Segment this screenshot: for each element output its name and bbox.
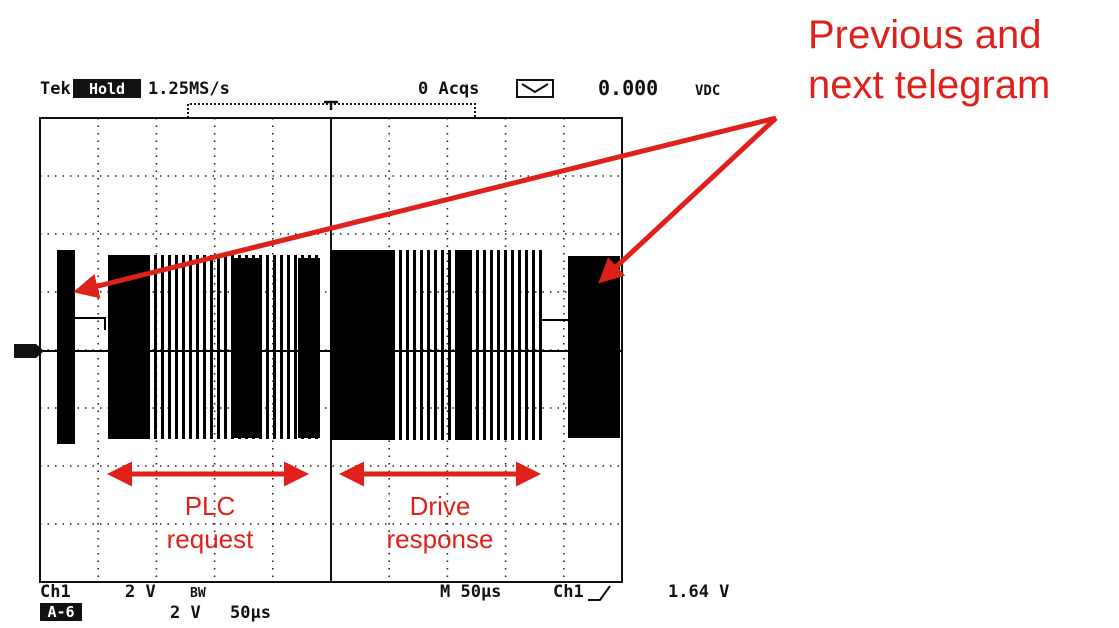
annotation-title: Previous and bbox=[808, 13, 1041, 57]
trigger-slope bbox=[588, 586, 610, 600]
sample-rate: 1.25MS/s bbox=[148, 79, 230, 99]
annotation-label: PLC bbox=[185, 491, 236, 521]
trigger-level: 1.64 V bbox=[668, 582, 729, 602]
mode: Hold bbox=[89, 80, 125, 98]
annotation-label: response bbox=[387, 524, 494, 554]
annotation-label: Drive bbox=[410, 491, 471, 521]
annotation-label: request bbox=[167, 524, 254, 554]
meter-icon-needle bbox=[522, 84, 548, 92]
reading: 0.000 bbox=[598, 76, 658, 100]
bandwidth: BW bbox=[190, 586, 206, 601]
burst bbox=[455, 250, 471, 440]
burst bbox=[232, 258, 262, 438]
arrow bbox=[602, 118, 776, 280]
brand: Tek bbox=[40, 79, 71, 99]
meter-icon bbox=[517, 80, 553, 97]
trigger-position bbox=[324, 102, 338, 110]
burst bbox=[298, 258, 320, 438]
oscilloscope-screenshot: Tek Hold 1.25MS/s 0 Acqs 0.000 VDC Ch1 2… bbox=[0, 0, 1119, 628]
channel: Ch1 bbox=[40, 582, 71, 602]
volts-div: 2 V bbox=[125, 582, 156, 602]
math-time: 50µs bbox=[230, 603, 271, 623]
trigger-source: Ch1 bbox=[553, 582, 584, 602]
math-volts: 2 V bbox=[170, 603, 201, 623]
burst bbox=[57, 250, 75, 444]
math: A-6 bbox=[47, 603, 74, 621]
burst bbox=[568, 256, 620, 438]
idle-line bbox=[75, 318, 105, 330]
annotation-title: next telegram bbox=[808, 63, 1050, 107]
reading-unit: VDC bbox=[695, 83, 720, 99]
burst bbox=[330, 250, 392, 440]
timebase: M 50µs bbox=[440, 582, 501, 602]
acquisitions: 0 Acqs bbox=[418, 79, 479, 99]
